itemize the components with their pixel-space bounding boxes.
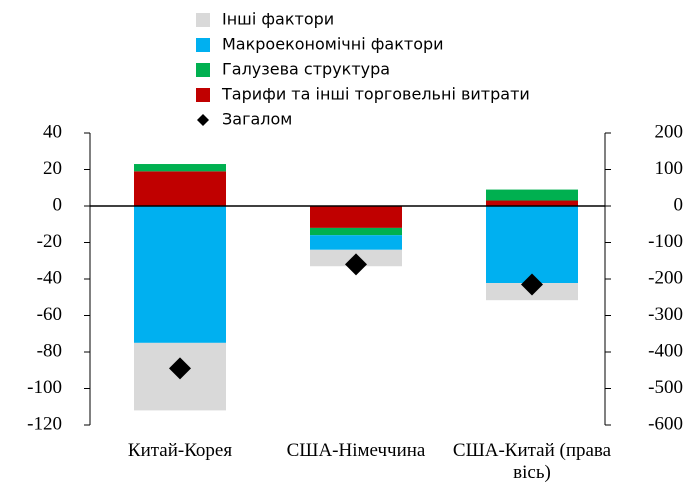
y-tick-label: -100 <box>27 377 62 398</box>
y-tick-label: -120 <box>27 413 62 434</box>
y-tick-label: 0 <box>53 194 63 215</box>
legend-label: Тарифи та інші торговельні витрати <box>221 85 530 104</box>
y-tick-label: -40 <box>37 267 62 288</box>
y2-tick-label: -200 <box>648 267 683 288</box>
y-tick-label: 40 <box>43 121 62 142</box>
x-tick-label: США-Китай (права вісь) <box>452 440 612 483</box>
legend-label: Галузева структура <box>222 60 390 79</box>
legend-swatch <box>196 63 210 77</box>
bar-segment <box>310 206 402 228</box>
bar-segment <box>486 206 578 284</box>
bar-segment <box>486 189 578 201</box>
bar-segment <box>134 206 226 343</box>
legend-label: Загалом <box>222 110 292 129</box>
bar-segment <box>134 164 226 172</box>
total-marker <box>169 357 191 380</box>
y2-tick-label: -500 <box>648 377 683 398</box>
legend-swatch <box>196 38 210 52</box>
total-marker <box>345 253 367 276</box>
legend-label: Макроекономічні фактори <box>222 35 444 54</box>
y2-tick-label: 0 <box>674 194 684 215</box>
legend-swatch <box>197 114 209 126</box>
bar-segment <box>310 235 402 250</box>
legend-label: Інші фактори <box>222 10 334 29</box>
y-tick-label: -80 <box>37 340 62 361</box>
y2-tick-label: -300 <box>648 304 683 325</box>
legend-swatch <box>196 13 210 27</box>
y-tick-label: -60 <box>37 304 62 325</box>
y2-tick-label: -100 <box>648 231 683 252</box>
x-tick-label: Китай-Корея <box>127 440 233 461</box>
total-marker <box>521 273 543 296</box>
bar-segment <box>486 200 578 206</box>
y2-tick-label: -400 <box>648 340 683 361</box>
bar-segment <box>310 227 402 236</box>
bar-segment <box>134 171 226 206</box>
y-tick-label: 20 <box>43 158 62 179</box>
y2-tick-label: 200 <box>655 121 684 142</box>
y2-tick-label: 100 <box>655 158 684 179</box>
y-tick-label: -20 <box>37 231 62 252</box>
y2-tick-label: -600 <box>648 413 683 434</box>
legend-swatch <box>196 88 210 102</box>
x-tick-label: США-Німеччина <box>286 440 426 461</box>
